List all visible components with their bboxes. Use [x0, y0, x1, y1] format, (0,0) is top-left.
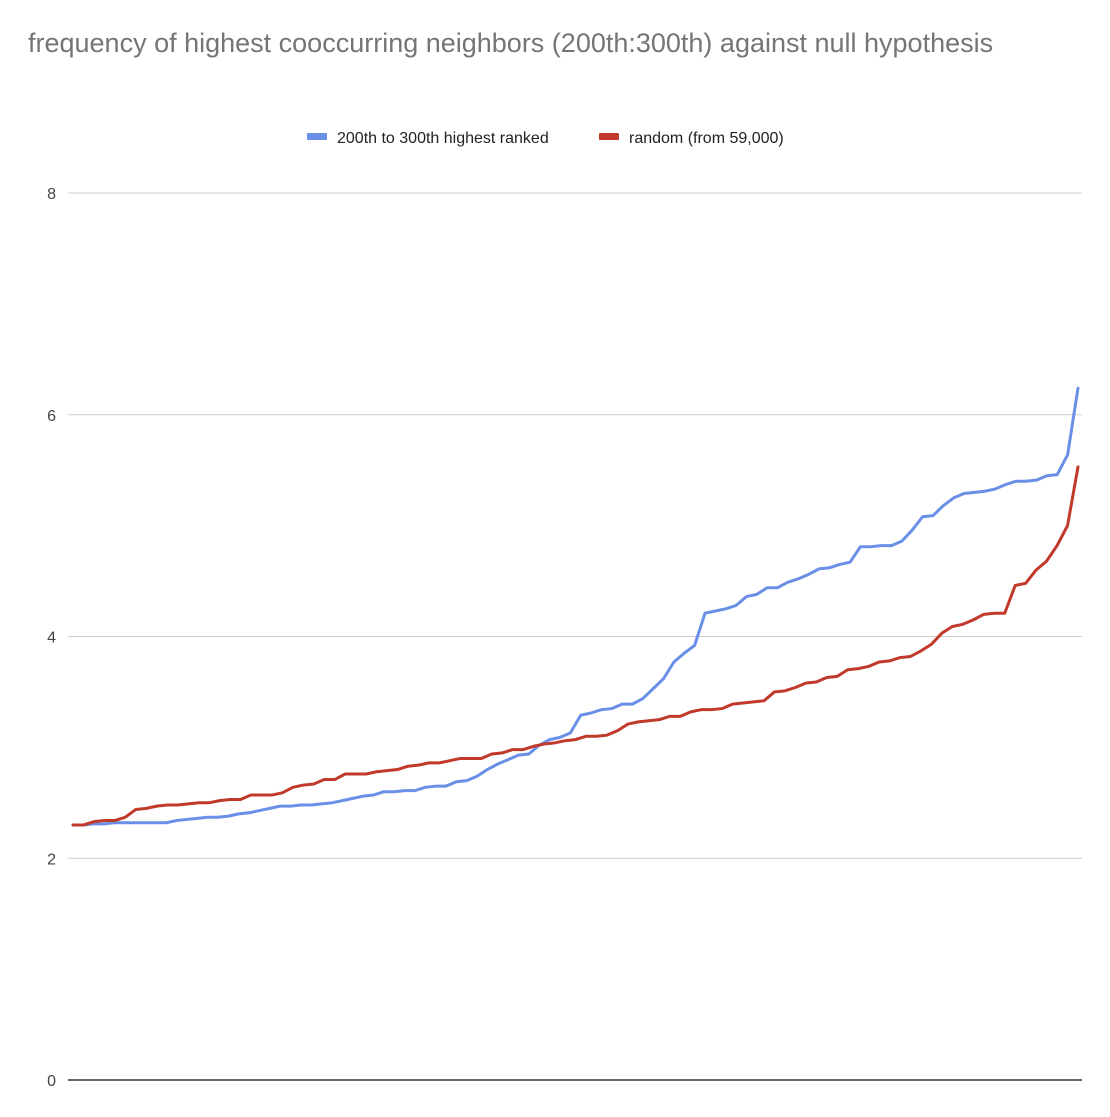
y-tick-label-4: 4 — [47, 630, 56, 647]
legend-swatch-random — [599, 133, 619, 140]
legend-label-ranked: 200th to 300th highest ranked — [337, 130, 549, 147]
y-tick-label-0: 0 — [47, 1073, 56, 1090]
gridlines — [68, 192, 1082, 1081]
y-axis-ticks: 0 2 4 6 8 — [47, 186, 56, 1090]
series-line-random — [71, 465, 1080, 827]
legend-label-random: random (from 59,000) — [629, 130, 784, 147]
series-line-ranked — [71, 386, 1080, 827]
y-tick-label-6: 6 — [47, 408, 56, 425]
series-lines — [71, 386, 1080, 827]
y-tick-label-2: 2 — [47, 851, 56, 868]
legend: 200th to 300th highest ranked random (fro… — [307, 130, 784, 147]
chart-title: frequency of highest cooccurring neighbo… — [28, 28, 994, 58]
y-tick-label-8: 8 — [47, 186, 56, 203]
legend-swatch-ranked — [307, 133, 327, 140]
